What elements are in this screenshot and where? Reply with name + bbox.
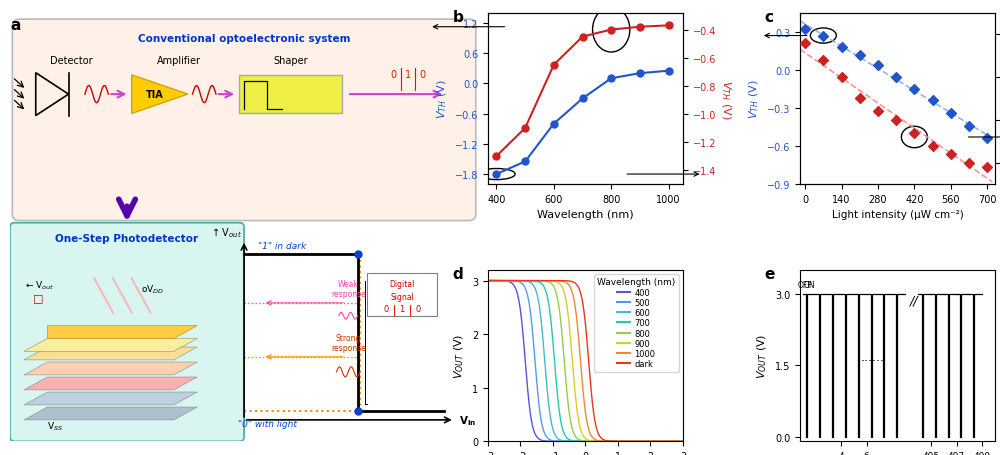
Text: Amplifier: Amplifier [157, 56, 201, 66]
Point [925, 142, 941, 150]
Y-axis label: $V_{TH}$ (V): $V_{TH}$ (V) [719, 80, 733, 119]
Text: □: □ [33, 292, 44, 302]
Text: Conventional optoelectronic system: Conventional optoelectronic system [138, 34, 350, 44]
Point [888, 75, 904, 82]
Point [852, 52, 868, 59]
Point [797, 26, 813, 34]
Text: Shaper: Shaper [274, 56, 308, 66]
Text: e: e [765, 267, 775, 282]
Text: oV$_{DD}$: oV$_{DD}$ [141, 283, 164, 295]
Text: V$_{SS}$: V$_{SS}$ [47, 420, 64, 432]
Text: $\uparrow$V$_{out}$: $\uparrow$V$_{out}$ [210, 226, 242, 240]
Point [834, 74, 850, 81]
Text: 0: 0 [416, 305, 421, 314]
Point [852, 96, 868, 103]
Text: TIA: TIA [146, 90, 164, 100]
Text: Signal: Signal [390, 292, 414, 301]
Text: "0" with light: "0" with light [238, 419, 297, 428]
Point [906, 86, 922, 93]
Point [834, 44, 850, 51]
X-axis label: Wavelength (nm): Wavelength (nm) [537, 210, 634, 220]
Text: Digital: Digital [389, 279, 415, 288]
Text: One-Step Photodetector: One-Step Photodetector [55, 233, 199, 243]
Text: d: d [453, 267, 464, 282]
Y-axis label: $V_{TH}$ (V): $V_{TH}$ (V) [748, 80, 761, 119]
Point [906, 130, 922, 137]
Y-axis label: $V_{OUT}$ (V): $V_{OUT}$ (V) [453, 333, 466, 379]
Point [979, 164, 995, 171]
Point [961, 160, 977, 167]
Text: 1: 1 [399, 305, 405, 314]
Text: "1" in dark: "1" in dark [258, 241, 306, 250]
Polygon shape [24, 347, 197, 360]
Text: 0: 0 [419, 70, 425, 80]
Text: Strong
response: Strong response [331, 334, 366, 353]
Point [815, 57, 831, 64]
Polygon shape [132, 76, 188, 114]
Polygon shape [47, 326, 197, 339]
FancyBboxPatch shape [367, 273, 437, 316]
Point [943, 110, 959, 117]
Text: 1: 1 [405, 70, 411, 80]
Polygon shape [24, 339, 197, 352]
Text: 0: 0 [391, 70, 397, 80]
Point [870, 108, 886, 116]
Point [870, 62, 886, 69]
Text: //: // [910, 293, 918, 307]
Polygon shape [24, 362, 197, 375]
Polygon shape [24, 407, 197, 420]
Y-axis label: $V_{OUT}$ (V): $V_{OUT}$ (V) [756, 333, 769, 379]
FancyBboxPatch shape [239, 76, 342, 114]
Point [797, 40, 813, 47]
Text: $\mathbf{V_{in}}$: $\mathbf{V_{in}}$ [459, 413, 477, 427]
Text: c: c [765, 10, 774, 25]
Text: ON: ON [804, 280, 815, 289]
Point [815, 33, 831, 40]
Text: b: b [453, 10, 464, 25]
Polygon shape [24, 392, 197, 405]
Polygon shape [24, 377, 197, 390]
Text: $\leftarrow$V$_{out}$: $\leftarrow$V$_{out}$ [24, 278, 54, 291]
Point [943, 151, 959, 158]
Text: 0: 0 [383, 305, 388, 314]
Point [888, 117, 904, 124]
Text: Weak
response: Weak response [331, 279, 366, 299]
Point [979, 136, 995, 143]
Text: Detector: Detector [50, 56, 92, 66]
Point [961, 123, 977, 130]
Legend: 400, 500, 600, 700, 800, 900, 1000, dark: 400, 500, 600, 700, 800, 900, 1000, dark [594, 274, 679, 372]
X-axis label: Light intensity (μW cm⁻²): Light intensity (μW cm⁻²) [832, 210, 963, 220]
Point [925, 97, 941, 105]
FancyBboxPatch shape [10, 223, 244, 441]
Text: ......: ...... [861, 351, 885, 364]
FancyBboxPatch shape [12, 20, 476, 221]
Y-axis label: $V_{TH}$ (V): $V_{TH}$ (V) [435, 80, 449, 119]
Text: a: a [10, 18, 20, 33]
Text: OFF: OFF [797, 280, 812, 289]
